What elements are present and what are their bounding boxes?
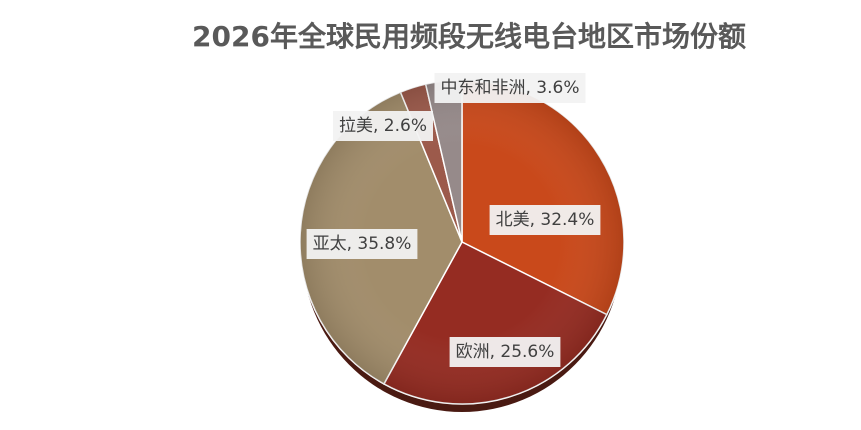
data-label-box — [434, 73, 586, 103]
data-label-box — [333, 111, 433, 141]
data-label: 拉美, 2.6% — [339, 116, 427, 136]
data-label-box — [306, 229, 418, 259]
data-label: 欧洲, 25.6% — [456, 342, 555, 362]
chart-title: 2026年全球民用频段无线电台地区市场份额 — [192, 20, 746, 53]
data-label: 中东和非洲, 3.6% — [441, 78, 580, 98]
data-label-box — [449, 337, 561, 367]
data-label: 北美, 32.4% — [496, 210, 595, 230]
data-label-box — [489, 205, 601, 235]
labels: 北美, 32.4% 欧洲, 25.6% 亚太, 35.8% 拉美, 2.6% 中东和非洲… — [306, 73, 601, 367]
data-label: 亚太, 35.8% — [313, 234, 412, 254]
